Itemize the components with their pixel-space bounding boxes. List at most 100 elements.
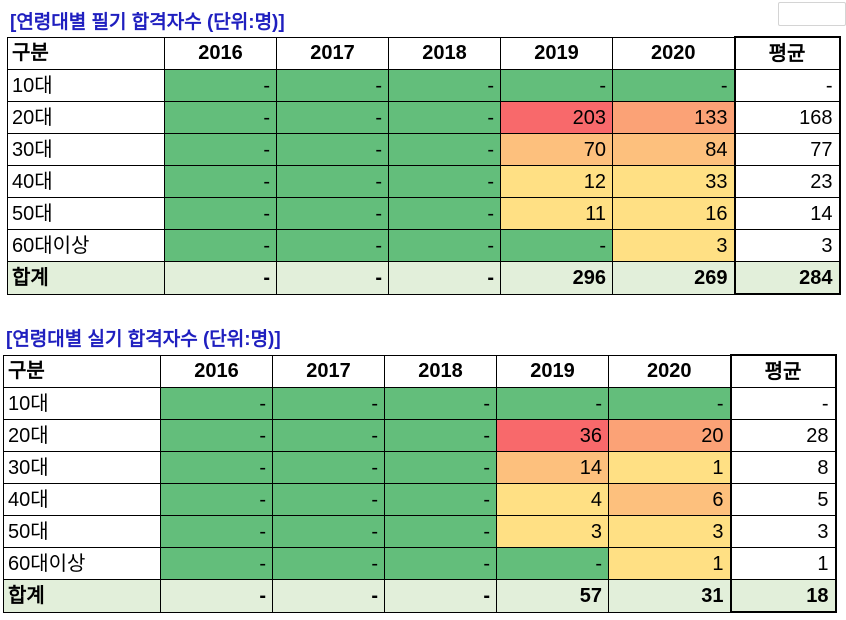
total-value-cell[interactable]: 31 [608,579,731,613]
header-year-cell[interactable]: 2016 [160,354,273,388]
average-cell[interactable]: - [733,69,841,102]
value-cell[interactable]: - [164,197,277,230]
value-cell[interactable]: - [272,419,385,452]
total-value-cell[interactable]: - [388,261,501,295]
value-cell[interactable]: 6 [608,483,731,516]
average-cell[interactable]: 23 [733,165,841,198]
value-cell[interactable]: - [388,229,501,262]
total-value-cell[interactable]: 296 [500,261,613,295]
value-cell[interactable]: 133 [612,101,735,134]
value-cell[interactable]: - [388,197,501,230]
average-cell[interactable]: 168 [733,101,841,134]
value-cell[interactable]: 203 [500,101,613,134]
header-year-cell[interactable]: 평균 [733,36,841,70]
header-year-cell[interactable]: 2019 [500,36,613,70]
total-average-cell[interactable]: 284 [733,261,841,295]
row-label-cell[interactable]: 20대 [7,101,165,134]
value-cell[interactable]: - [384,483,497,516]
value-cell[interactable]: - [388,165,501,198]
value-cell[interactable]: - [276,101,389,134]
value-cell[interactable]: - [384,547,497,580]
row-label-cell[interactable]: 50대 [7,197,165,230]
value-cell[interactable]: - [160,483,273,516]
header-year-cell[interactable]: 2016 [164,36,277,70]
value-cell[interactable]: - [164,133,277,166]
value-cell[interactable]: - [276,69,389,102]
row-label-cell[interactable]: 40대 [7,165,165,198]
row-label-cell[interactable]: 60대이상 [3,547,161,580]
value-cell[interactable]: - [500,69,613,102]
name-box[interactable] [778,2,846,26]
value-cell[interactable]: 3 [612,229,735,262]
value-cell[interactable]: - [160,547,273,580]
header-year-cell[interactable]: 2018 [384,354,497,388]
value-cell[interactable]: - [276,197,389,230]
value-cell[interactable]: - [388,69,501,102]
header-year-cell[interactable]: 2018 [388,36,501,70]
value-cell[interactable]: 33 [612,165,735,198]
value-cell[interactable]: - [164,165,277,198]
value-cell[interactable]: - [384,387,497,420]
total-value-cell[interactable]: 269 [612,261,735,295]
value-cell[interactable]: 3 [608,515,731,548]
total-label-cell[interactable]: 합계 [7,261,165,295]
total-value-cell[interactable]: - [160,579,273,613]
value-cell[interactable]: - [164,69,277,102]
value-cell[interactable]: - [272,451,385,484]
average-cell[interactable]: 3 [733,229,841,262]
value-cell[interactable]: - [160,451,273,484]
value-cell[interactable]: 16 [612,197,735,230]
row-label-cell[interactable]: 10대 [7,69,165,102]
value-cell[interactable]: 3 [496,515,609,548]
header-year-cell[interactable]: 2019 [496,354,609,388]
header-year-cell[interactable]: 2020 [612,36,735,70]
value-cell[interactable]: - [272,547,385,580]
value-cell[interactable]: - [272,515,385,548]
value-cell[interactable]: - [272,387,385,420]
value-cell[interactable]: - [160,515,273,548]
value-cell[interactable]: - [496,547,609,580]
value-cell[interactable]: 11 [500,197,613,230]
value-cell[interactable]: - [272,483,385,516]
average-cell[interactable]: - [729,387,837,420]
value-cell[interactable]: - [388,101,501,134]
total-value-cell[interactable]: 57 [496,579,609,613]
header-year-cell[interactable]: 2020 [608,354,731,388]
average-cell[interactable]: 14 [733,197,841,230]
value-cell[interactable]: 1 [608,451,731,484]
value-cell[interactable]: 14 [496,451,609,484]
header-year-cell[interactable]: 2017 [276,36,389,70]
header-label-cell[interactable]: 구분 [7,36,165,70]
row-label-cell[interactable]: 40대 [3,483,161,516]
average-cell[interactable]: 5 [729,483,837,516]
value-cell[interactable]: 70 [500,133,613,166]
row-label-cell[interactable]: 50대 [3,515,161,548]
value-cell[interactable]: - [384,515,497,548]
value-cell[interactable]: - [164,101,277,134]
total-value-cell[interactable]: - [164,261,277,295]
header-label-cell[interactable]: 구분 [3,354,161,388]
average-cell[interactable]: 77 [733,133,841,166]
row-label-cell[interactable]: 60대이상 [7,229,165,262]
value-cell[interactable]: - [276,229,389,262]
total-value-cell[interactable]: - [276,261,389,295]
value-cell[interactable]: - [388,133,501,166]
header-year-cell[interactable]: 2017 [272,354,385,388]
value-cell[interactable]: - [160,387,273,420]
total-average-cell[interactable]: 18 [729,579,837,613]
value-cell[interactable]: 12 [500,165,613,198]
value-cell[interactable]: - [160,419,273,452]
value-cell[interactable]: 84 [612,133,735,166]
header-year-cell[interactable]: 평균 [729,354,837,388]
average-cell[interactable]: 3 [729,515,837,548]
value-cell[interactable]: 20 [608,419,731,452]
total-label-cell[interactable]: 합계 [3,579,161,613]
row-label-cell[interactable]: 30대 [7,133,165,166]
row-label-cell[interactable]: 10대 [3,387,161,420]
value-cell[interactable]: 36 [496,419,609,452]
value-cell[interactable]: - [384,419,497,452]
average-cell[interactable]: 1 [729,547,837,580]
total-value-cell[interactable]: - [272,579,385,613]
average-cell[interactable]: 8 [729,451,837,484]
value-cell[interactable]: - [164,229,277,262]
